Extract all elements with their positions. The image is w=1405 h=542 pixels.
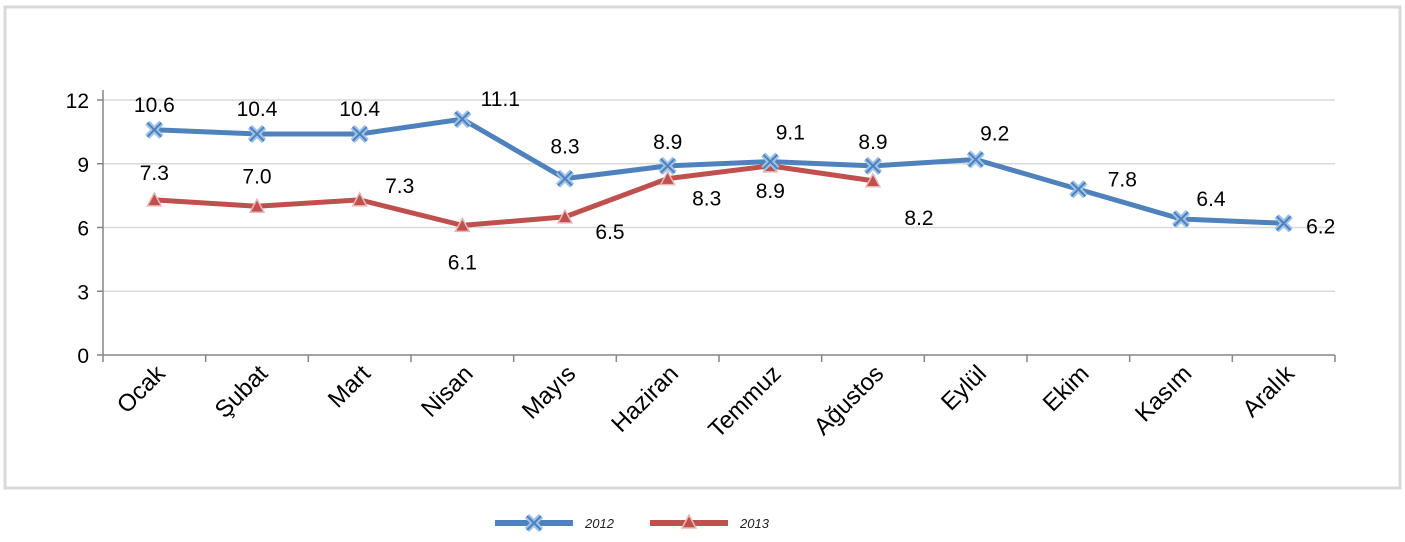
data-label: 6.4 — [1196, 188, 1226, 211]
data-point-star — [761, 152, 780, 171]
y-tick-label: 9 — [77, 154, 89, 177]
data-label: 10.6 — [134, 94, 175, 117]
marker-stroke — [1275, 215, 1292, 231]
data-point-star — [247, 124, 267, 144]
data-point-star — [966, 150, 985, 169]
marker-stroke — [454, 111, 471, 127]
data-point-star — [1171, 209, 1191, 229]
data-label: 7.3 — [385, 175, 414, 198]
data-point-star — [145, 120, 164, 139]
data-point-triangle — [556, 208, 574, 224]
series-markers — [145, 110, 1293, 233]
data-point-star — [350, 124, 369, 144]
data-point-star — [453, 110, 472, 129]
legend-entry-2012: 2012 — [495, 513, 615, 533]
data-label: 6.1 — [448, 251, 477, 274]
chart-frame — [3, 5, 1402, 490]
y-tick-label: 6 — [77, 218, 89, 241]
data-label: 6.5 — [595, 221, 624, 244]
marker-stroke — [351, 126, 368, 142]
marker-stroke — [1070, 181, 1087, 197]
marker-stroke — [526, 515, 542, 531]
data-label: 8.9 — [653, 131, 682, 154]
data-point-star — [658, 156, 677, 175]
data-label: 7.3 — [140, 162, 169, 185]
data-point-star — [1274, 214, 1293, 233]
data-label: 9.1 — [776, 122, 805, 145]
data-point-triangle — [659, 170, 676, 186]
data-label: 7.8 — [1108, 168, 1137, 191]
data-label: 6.2 — [1306, 215, 1335, 238]
legend-label: 2013 — [739, 516, 770, 531]
data-label: 8.9 — [858, 131, 887, 154]
data-point-star — [555, 169, 575, 188]
series-lines — [151, 116, 1287, 228]
data-label: 11.1 — [481, 88, 520, 111]
data-point-triangle — [864, 172, 882, 188]
marker-stroke — [865, 158, 881, 174]
marker-stroke — [659, 158, 676, 174]
series-line-2012 — [151, 116, 1287, 226]
data-point-triangle — [351, 191, 368, 207]
data-point-star — [863, 156, 883, 175]
data-label: 9.2 — [980, 123, 1009, 146]
data-point-triangle — [146, 191, 163, 207]
data-label: 8.9 — [756, 180, 785, 203]
y-tick-label: 3 — [77, 281, 89, 304]
data-label: 8.3 — [550, 136, 579, 159]
data-point-triangle — [454, 216, 471, 233]
data-label: 8.3 — [692, 188, 721, 211]
marker-stroke — [967, 151, 984, 168]
series-line-2013 — [151, 163, 876, 228]
data-label: 8.2 — [904, 207, 933, 230]
data-point-triangle — [680, 513, 698, 529]
data-point-triangle — [248, 197, 266, 213]
legend-entry-2013: 2013 — [650, 513, 770, 531]
y-tick-label: 0 — [77, 345, 89, 368]
marker-stroke — [762, 153, 779, 170]
marker-stroke — [557, 170, 573, 187]
data-label: 10.4 — [339, 98, 380, 121]
marker-stroke — [249, 126, 265, 142]
data-labels: 10.6 10.4 10.4 11.1 8.3 8.9 9.1 8.9 9.2 7.8 6.4 6.2… — [134, 88, 1335, 274]
data-label: 7.0 — [242, 165, 271, 188]
legend: 2012 2013 — [495, 513, 770, 533]
data-point-star — [1069, 180, 1088, 199]
legend-label: 2012 — [584, 516, 615, 531]
data-label: 10.4 — [237, 98, 278, 121]
y-tick-label: 12 — [66, 90, 89, 113]
data-point-star — [524, 513, 544, 533]
y-axis-ticks: 0 3 6 9 12 — [66, 90, 103, 368]
marker-stroke — [146, 122, 163, 138]
marker-stroke — [1173, 211, 1189, 227]
